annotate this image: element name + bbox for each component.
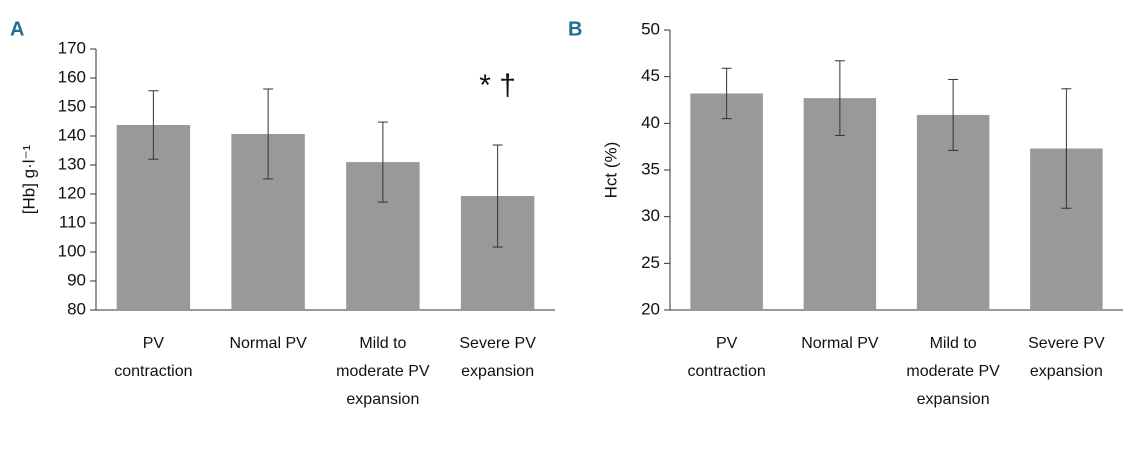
panel-label: A [10, 18, 24, 40]
y-tick-label: 40 [641, 113, 660, 132]
x-tick-label: PV contraction [687, 335, 766, 380]
y-tick-label: 35 [641, 159, 660, 178]
panel-label: B [568, 18, 582, 40]
y-tick-label: 25 [641, 253, 660, 272]
x-tick-label: Severe PV expansion [1028, 335, 1105, 380]
annotation: * † [479, 69, 516, 102]
y-axis-label: Hct (%) [601, 142, 620, 199]
bar [690, 93, 763, 310]
y-tick-label: 45 [641, 66, 660, 85]
y-tick-label: 160 [58, 67, 86, 86]
y-tick-label: 80 [67, 299, 86, 318]
y-tick-label: 90 [67, 270, 86, 289]
x-tick-label: Mild to moderate PV expansion [906, 335, 1000, 408]
y-tick-label: 100 [58, 241, 86, 260]
y-tick-label: 150 [58, 96, 86, 115]
x-tick-label: Mild to moderate PV expansion [336, 335, 430, 408]
x-tick-label: Normal PV [801, 335, 879, 352]
x-tick-label: Severe PV expansion [459, 335, 536, 380]
y-tick-label: 30 [641, 206, 660, 225]
x-tick-label: PV contraction [114, 335, 193, 380]
y-tick-label: 130 [58, 154, 86, 173]
y-tick-label: 20 [641, 299, 660, 318]
y-tick-label: 120 [58, 183, 86, 202]
y-tick-label: 110 [59, 212, 86, 231]
y-tick-label: 140 [58, 125, 86, 144]
y-tick-label: 50 [641, 19, 660, 38]
x-tick-label: Normal PV [229, 335, 307, 352]
y-axis-label: [Hb] g·l⁻¹ [19, 144, 38, 214]
y-tick-label: 170 [58, 38, 86, 57]
